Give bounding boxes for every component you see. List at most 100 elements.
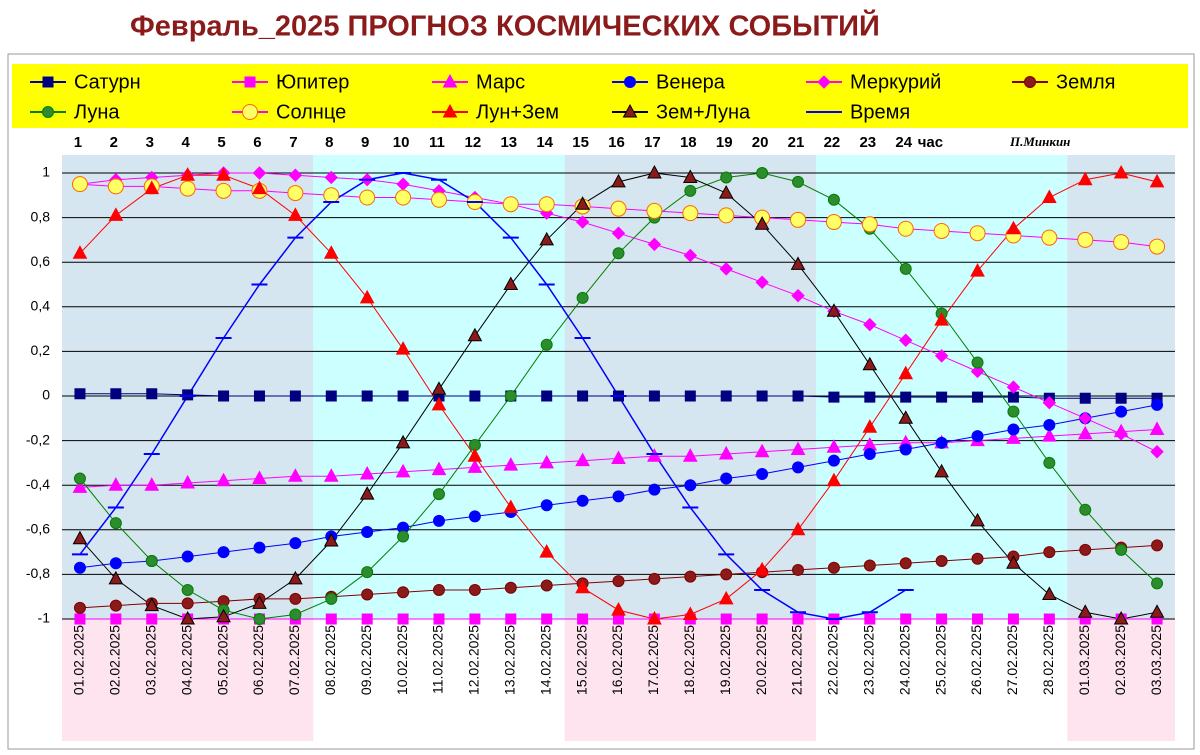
plot-band [62,155,314,619]
marker [146,388,158,400]
hour-label: 15 [572,134,589,151]
hour-label: 2 [110,134,118,151]
marker [861,216,878,233]
marker [1151,539,1164,552]
marker [432,584,445,597]
x-tick-label: 13.02.2025 [501,625,517,695]
marker [1149,604,1165,618]
marker [648,483,661,496]
marker [624,76,636,88]
marker [612,490,625,503]
marker [1006,555,1021,569]
y-tick-label: -1 [38,610,51,626]
x-tick-label: 24.02.2025 [896,625,912,695]
marker [720,472,733,485]
label-band [1067,619,1175,741]
marker [720,568,733,581]
marker [73,472,86,485]
legend-label: Лун+Зем [476,101,559,123]
marker [107,178,124,195]
marker [361,526,374,539]
marker [359,289,375,304]
marker [1042,586,1057,600]
marker [244,76,256,88]
marker [863,317,877,332]
marker [612,575,625,588]
marker [863,447,876,460]
hour-label: 4 [181,134,190,151]
marker [504,390,517,402]
marker [1007,423,1020,436]
marker [289,537,302,550]
marker [1007,405,1020,418]
marker [1114,427,1128,441]
marker [972,613,984,625]
marker [323,245,339,259]
marker [576,494,589,507]
x-tick-label: 10.02.2025 [394,625,410,695]
marker [720,390,732,402]
marker [934,463,949,478]
marker [467,327,483,342]
marker [754,216,770,230]
legend-label: Луна [74,101,120,123]
marker [442,73,458,88]
marker [720,171,733,184]
marker [71,176,88,193]
marker [647,448,662,462]
y-tick-label: 0,6 [31,253,51,269]
marker [108,207,124,221]
marker [720,613,732,625]
marker [323,532,339,547]
hour-label: 22 [824,134,841,151]
marker [540,579,553,592]
marker [1077,231,1094,248]
x-tick-label: 03.02.2025 [142,625,158,695]
marker [1149,421,1165,435]
marker [971,552,984,565]
marker [756,468,769,481]
x-tick-label: 15.02.2025 [573,625,589,695]
marker [468,584,481,597]
x-tick-label: 14.02.2025 [537,625,553,695]
marker [361,390,373,402]
x-tick-label: 01.02.2025 [71,625,87,695]
marker [646,202,663,219]
x-tick-label: 18.02.2025 [681,625,697,695]
legend-label: Венера [656,71,726,93]
marker [935,555,948,568]
legend-label: Земля [1056,71,1115,93]
marker [1006,220,1021,235]
marker [1042,189,1057,204]
hour-label: 11 [429,134,445,151]
marker [1041,229,1058,246]
marker [934,349,949,363]
marker [359,466,375,480]
marker [682,205,699,222]
marker [897,220,914,237]
legend-label: Зем+Луна [656,101,751,123]
marker [576,291,589,304]
marker [575,579,590,594]
marker [577,613,589,625]
marker [969,225,986,242]
marker [1079,543,1092,556]
marker [900,391,912,403]
marker [73,601,86,614]
x-tick-label: 05.02.2025 [214,625,230,695]
hour-label: 21 [788,134,805,151]
marker [252,180,267,195]
marker [682,606,698,621]
x-tick-label: 04.02.2025 [178,625,194,695]
x-tick-label: 02.03.2025 [1112,625,1128,695]
marker [72,530,88,545]
marker [718,185,734,199]
x-tick-label: 16.02.2025 [609,625,625,695]
hour-label: 6 [253,134,261,151]
marker [395,463,411,478]
marker [972,391,984,403]
marker [790,256,806,270]
marker [1113,610,1129,625]
marker [622,103,638,118]
x-tick-label: 21.02.2025 [789,625,805,695]
